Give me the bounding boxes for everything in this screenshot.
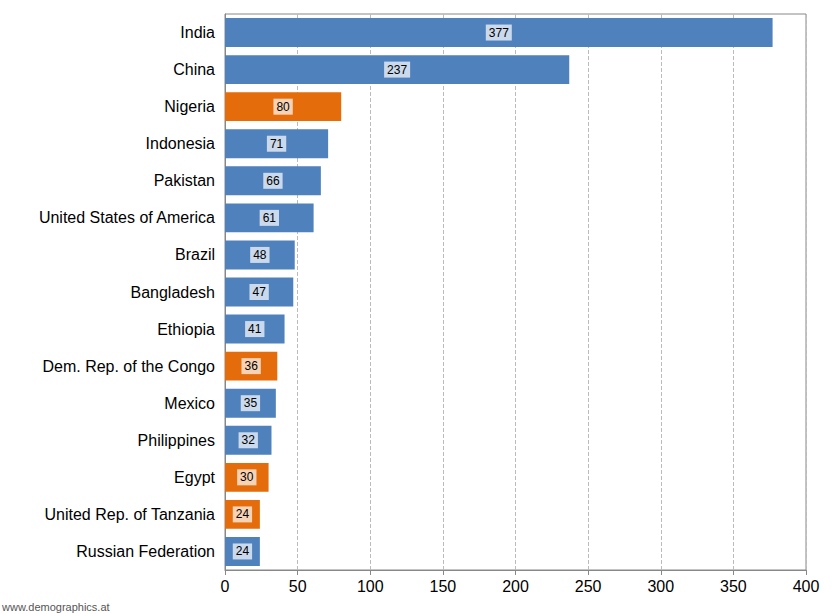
- svg-text:200: 200: [502, 578, 529, 595]
- svg-text:80: 80: [276, 100, 290, 114]
- svg-text:36: 36: [244, 359, 258, 373]
- svg-text:United States of America: United States of America: [39, 209, 215, 226]
- svg-text:30: 30: [240, 470, 254, 484]
- svg-text:Ethiopia: Ethiopia: [157, 321, 215, 338]
- svg-text:0: 0: [221, 578, 230, 595]
- svg-text:www.demographics.at: www.demographics.at: [1, 601, 110, 613]
- svg-text:Indonesia: Indonesia: [146, 135, 215, 152]
- svg-text:Egypt: Egypt: [174, 469, 215, 486]
- svg-text:Brazil: Brazil: [175, 246, 215, 263]
- svg-text:237: 237: [387, 63, 407, 77]
- svg-text:71: 71: [270, 137, 284, 151]
- svg-text:Pakistan: Pakistan: [154, 172, 215, 189]
- svg-text:Nigeria: Nigeria: [164, 98, 215, 115]
- svg-text:400: 400: [793, 578, 820, 595]
- svg-text:35: 35: [244, 396, 258, 410]
- svg-text:250: 250: [575, 578, 602, 595]
- svg-text:48: 48: [253, 248, 267, 262]
- svg-text:China: China: [173, 61, 215, 78]
- svg-text:100: 100: [357, 578, 384, 595]
- svg-text:Philippines: Philippines: [138, 432, 215, 449]
- svg-text:377: 377: [489, 26, 509, 40]
- svg-text:150: 150: [430, 578, 457, 595]
- svg-text:66: 66: [266, 174, 280, 188]
- svg-text:Bangladesh: Bangladesh: [130, 284, 215, 301]
- svg-text:300: 300: [647, 578, 674, 595]
- svg-text:32: 32: [242, 433, 256, 447]
- svg-text:61: 61: [263, 211, 277, 225]
- svg-text:350: 350: [720, 578, 747, 595]
- svg-text:50: 50: [289, 578, 307, 595]
- svg-text:24: 24: [236, 507, 250, 521]
- svg-text:United Rep. of Tanzania: United Rep. of Tanzania: [45, 506, 216, 523]
- svg-text:24: 24: [236, 544, 250, 558]
- svg-text:47: 47: [252, 285, 266, 299]
- svg-text:Mexico: Mexico: [164, 395, 215, 412]
- svg-text:Dem. Rep. of the Congo: Dem. Rep. of the Congo: [42, 358, 215, 375]
- svg-text:India: India: [180, 24, 215, 41]
- svg-text:Russian Federation: Russian Federation: [76, 543, 215, 560]
- svg-text:41: 41: [248, 322, 262, 336]
